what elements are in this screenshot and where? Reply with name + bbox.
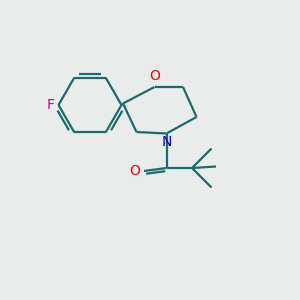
Text: O: O [130, 164, 140, 178]
Text: O: O [149, 68, 160, 83]
Text: F: F [47, 98, 55, 112]
Text: N: N [161, 135, 172, 149]
